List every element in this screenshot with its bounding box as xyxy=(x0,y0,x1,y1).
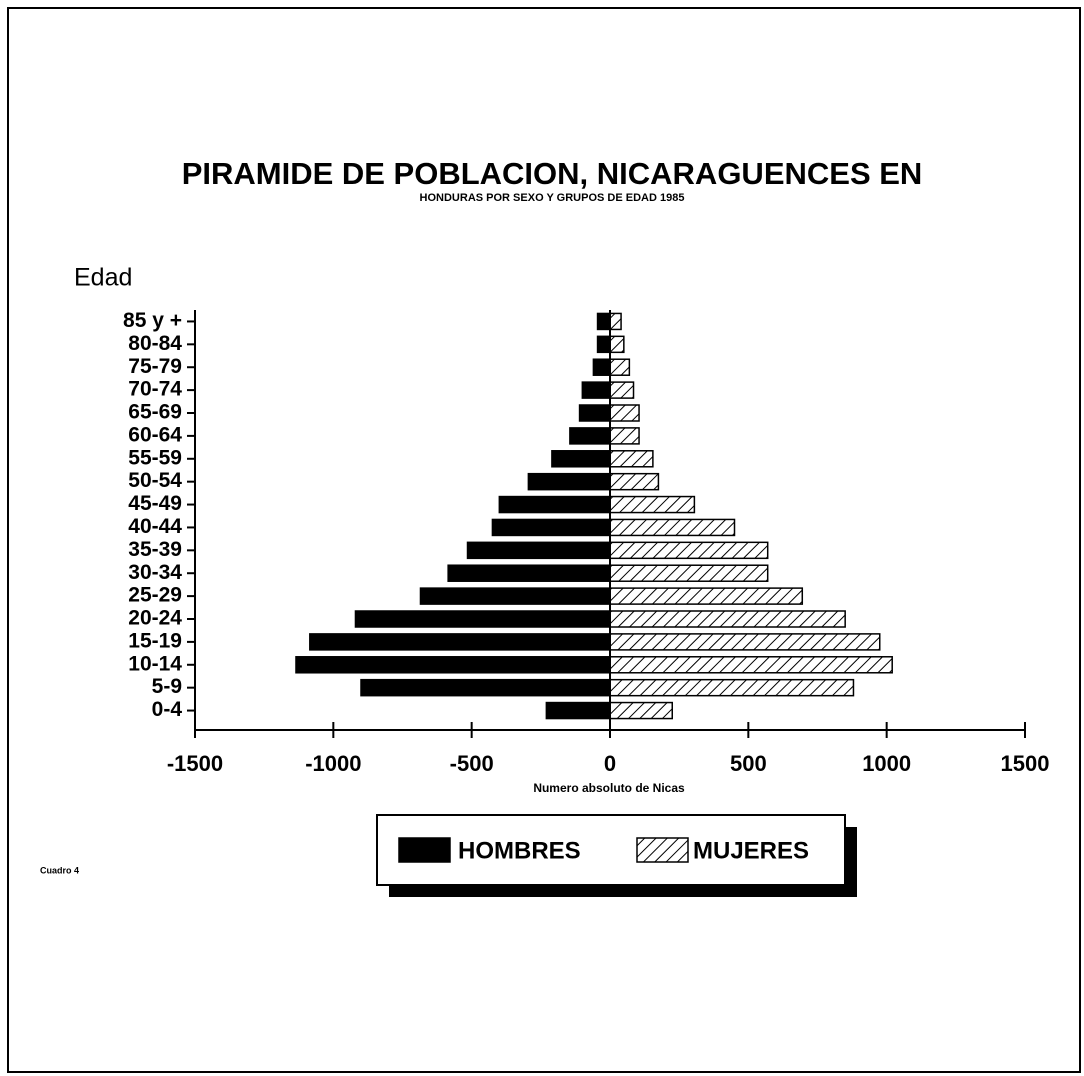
y-tick-label: 15-19 xyxy=(128,629,182,652)
y-axis-title: Edad xyxy=(74,264,132,292)
bar xyxy=(545,701,611,720)
y-tick-label: 85 y + xyxy=(123,309,182,332)
bar xyxy=(609,541,769,560)
y-tick-label: 65-69 xyxy=(128,401,182,424)
bar xyxy=(609,633,881,651)
bar xyxy=(491,518,611,537)
y-tick-label: 10-14 xyxy=(128,652,182,675)
bar xyxy=(309,633,611,651)
bar xyxy=(609,656,893,674)
legend-label: HOMBRES xyxy=(458,837,581,864)
bar xyxy=(354,610,611,628)
x-tick-label: -1500 xyxy=(167,751,223,776)
bar xyxy=(596,335,611,354)
bar xyxy=(609,518,736,537)
chart-title: PIRAMIDE DE POBLACION, NICARAGUENCES EN xyxy=(182,156,923,191)
bar xyxy=(609,495,696,514)
legend xyxy=(376,814,846,886)
legend-swatch xyxy=(398,837,451,863)
y-tick-label: 60-64 xyxy=(128,423,182,446)
legend-label: MUJERES xyxy=(693,837,809,864)
x-axis-title: Numero absoluto de Nicas xyxy=(533,781,685,795)
bar xyxy=(609,678,855,697)
y-tick-label: 75-79 xyxy=(128,355,182,378)
bar xyxy=(609,312,622,331)
bar xyxy=(609,335,625,354)
bar xyxy=(609,610,846,628)
y-tick-label: 25-29 xyxy=(128,584,182,607)
y-tick-label: 20-24 xyxy=(128,607,182,630)
frame xyxy=(7,7,1081,1073)
chart-subtitle: HONDURAS POR SEXO Y GRUPOS DE EDAD 1985 xyxy=(420,192,685,204)
y-tick-label: 80-84 xyxy=(128,332,182,355)
y-tick-label: 0-4 xyxy=(152,698,183,721)
x-tick-label: 0 xyxy=(604,751,616,776)
x-tick-label: -1000 xyxy=(305,751,361,776)
y-tick-label: 30-34 xyxy=(128,561,182,584)
x-tick-label: 1000 xyxy=(862,751,911,776)
bar xyxy=(466,541,611,560)
bar xyxy=(609,404,640,422)
y-tick-label: 5-9 xyxy=(152,675,182,698)
bar xyxy=(581,381,611,399)
x-tick-label: -500 xyxy=(450,751,494,776)
bar xyxy=(592,358,611,376)
bar xyxy=(569,427,611,445)
bar xyxy=(360,678,611,697)
y-tick-label: 35-39 xyxy=(128,538,182,561)
bar xyxy=(609,450,654,468)
bar xyxy=(447,564,611,582)
bar xyxy=(609,587,804,605)
bar xyxy=(609,564,769,582)
y-tick-label: 70-74 xyxy=(128,378,182,401)
bar xyxy=(419,587,611,605)
bar xyxy=(295,656,611,674)
bar xyxy=(609,427,640,445)
y-tick-label: 40-44 xyxy=(128,515,182,538)
legend-swatch xyxy=(636,837,689,863)
bar xyxy=(551,450,611,468)
y-tick-label: 55-59 xyxy=(128,446,182,469)
bar xyxy=(609,701,673,720)
y-tick-label: 50-54 xyxy=(128,469,182,492)
bar xyxy=(609,472,660,491)
y-tick-label: 45-49 xyxy=(128,492,182,515)
bar xyxy=(609,358,631,376)
x-tick-label: 1500 xyxy=(1001,751,1050,776)
bar xyxy=(527,472,611,491)
note: Cuadro 4 xyxy=(40,865,79,875)
bar xyxy=(578,404,611,422)
bar xyxy=(609,381,635,399)
x-tick-label: 500 xyxy=(730,751,767,776)
bar xyxy=(498,495,611,514)
bar xyxy=(596,312,611,331)
